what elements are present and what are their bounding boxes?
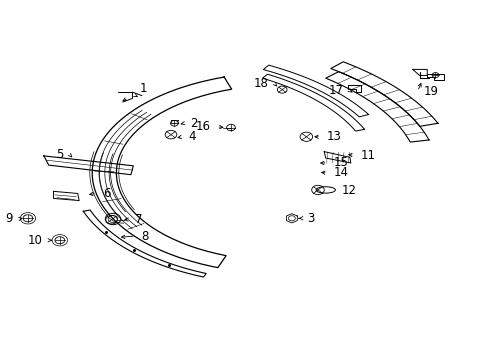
Polygon shape — [83, 210, 206, 277]
Polygon shape — [92, 77, 231, 267]
Text: 17: 17 — [328, 84, 344, 97]
Text: 1: 1 — [139, 82, 147, 95]
Polygon shape — [427, 74, 443, 80]
Polygon shape — [330, 62, 437, 126]
Text: 18: 18 — [253, 77, 268, 90]
Text: 2: 2 — [189, 117, 197, 130]
Text: 3: 3 — [307, 212, 314, 225]
Text: 13: 13 — [326, 130, 341, 143]
Text: 6: 6 — [102, 187, 110, 200]
Text: 11: 11 — [360, 149, 375, 162]
Polygon shape — [325, 72, 428, 142]
Polygon shape — [53, 192, 79, 201]
Text: 14: 14 — [333, 166, 348, 179]
Text: 16: 16 — [195, 120, 210, 133]
Text: 9: 9 — [5, 212, 12, 225]
Polygon shape — [324, 152, 350, 163]
Polygon shape — [348, 85, 360, 92]
Polygon shape — [263, 65, 368, 117]
Polygon shape — [262, 74, 364, 131]
Ellipse shape — [315, 187, 335, 193]
Text: 8: 8 — [141, 230, 149, 243]
Polygon shape — [412, 69, 427, 76]
Text: 10: 10 — [28, 234, 43, 247]
Text: 7: 7 — [135, 213, 142, 226]
Text: 5: 5 — [56, 148, 63, 161]
Text: 15: 15 — [333, 157, 347, 170]
Polygon shape — [286, 214, 297, 223]
Text: 4: 4 — [188, 130, 196, 143]
Text: 19: 19 — [423, 85, 437, 98]
Text: 12: 12 — [341, 184, 355, 197]
Polygon shape — [44, 156, 133, 175]
